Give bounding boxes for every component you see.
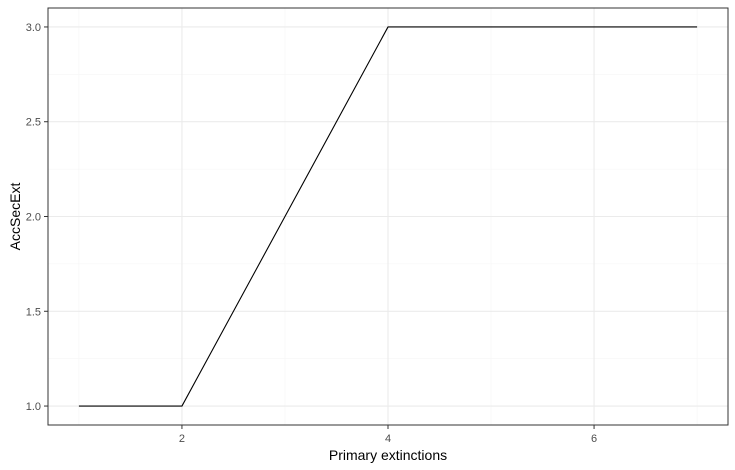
x-axis-ticks: 2 4 6 (179, 425, 597, 445)
x-tick-label: 2 (179, 433, 185, 445)
y-tick-label: 3.0 (26, 22, 41, 34)
y-tick-label: 1.5 (26, 306, 41, 318)
y-axis-title: AccSecExt (7, 183, 23, 251)
y-tick-label: 1.0 (26, 401, 41, 413)
x-tick-label: 4 (385, 433, 391, 445)
y-tick-label: 2.5 (26, 117, 41, 129)
series-layer (78, 26, 698, 407)
major-gridlines (48, 8, 728, 425)
x-axis-title: Primary extinctions (329, 447, 447, 463)
series-line (78, 26, 698, 407)
y-tick-label: 2.0 (26, 212, 41, 224)
y-axis-ticks: 1.0 1.5 2.0 2.5 3.0 (26, 22, 48, 413)
x-tick-label: 6 (591, 433, 597, 445)
